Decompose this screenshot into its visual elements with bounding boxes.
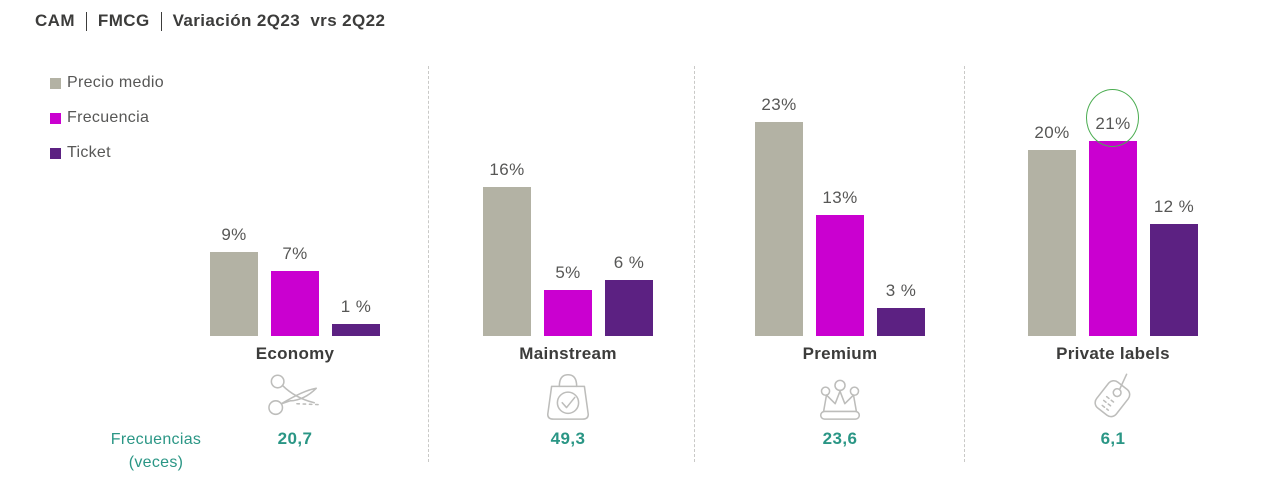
group-separator (964, 66, 965, 462)
category-label: Private labels (1056, 344, 1170, 363)
bar-frecuencia (544, 289, 592, 336)
bar-group-premium: 23% 13% 3 % Premium 23,6 (755, 68, 925, 480)
title-part-period: Variación 2Q23 vrs 2Q22 (172, 11, 386, 30)
frequency-row-label: Frecuencias (veces) (106, 428, 206, 474)
frequency-value: 49,3 (550, 429, 586, 448)
bar-frecuencia (271, 270, 319, 336)
legend-item-ticket: Ticket (50, 144, 164, 161)
bars-mainstream: 16% 5% 6 % (483, 68, 653, 336)
frequency-value: 6,1 (1100, 429, 1126, 448)
bar-value-label: 12 % (1153, 197, 1195, 217)
bar-value-label: 7% (282, 243, 308, 263)
bar-precio-medio (210, 252, 258, 336)
bar-precio-medio (483, 187, 531, 336)
bar-precio-medio (755, 122, 803, 336)
legend-swatch-precio-medio (50, 77, 61, 89)
bar-value-label: 9% (221, 225, 247, 245)
bar-ticket (332, 324, 380, 336)
bars-economy: 9% 7% 1 % (210, 68, 380, 336)
price-tag-icon (1028, 368, 1198, 424)
frequency-value: 20,7 (277, 429, 313, 448)
group-separator (428, 66, 429, 462)
category-label: Economy (255, 344, 335, 363)
bar-group-private-labels: 20% 21% 12 % Private labels 6,1 (1028, 68, 1198, 480)
bars-premium: 23% 13% 3 % (755, 68, 925, 336)
bar-value-label: 13% (822, 188, 858, 208)
chart-legend: Precio medio Frecuencia Ticket (50, 74, 164, 181)
legend-swatch-frecuencia (50, 112, 61, 124)
legend-swatch-ticket (50, 147, 61, 159)
title-divider (85, 11, 87, 31)
legend-item-precio-medio: Precio medio (50, 74, 164, 91)
bar-value-label: 5% (555, 262, 581, 282)
frequency-row-label-line2: (veces) (128, 454, 184, 471)
shopping-bag-check-icon (483, 368, 653, 424)
bar-frecuencia (816, 215, 864, 336)
bar-value-label: 3 % (885, 281, 917, 301)
bar-value-label: 6 % (613, 253, 645, 273)
page-title: CAM FMCG Variación 2Q23 vrs 2Q22 (35, 11, 385, 31)
bar-group-mainstream: 16% 5% 6 % Mainstream 49,3 (483, 68, 653, 480)
bar-group-economy: 9% 7% 1 % Economy 20,7 (210, 68, 380, 480)
bar-value-label: 20% (1034, 123, 1070, 142)
group-separator (694, 66, 695, 462)
crown-icon (755, 368, 925, 424)
bar-value-label: 23% (761, 95, 797, 115)
highlight-circle-annotation (1086, 89, 1139, 147)
scissors-icon (210, 368, 380, 424)
bar-value-label: 16% (489, 160, 525, 180)
frequency-row-label-line1: Frecuencias (110, 431, 202, 448)
bars-private-labels: 20% 21% 12 % (1028, 68, 1198, 336)
legend-label: Frecuencia (67, 109, 150, 126)
category-label: Premium (802, 344, 878, 363)
legend-item-frecuencia: Frecuencia (50, 109, 164, 126)
title-divider (160, 11, 162, 31)
bar-ticket (605, 280, 653, 336)
bar-ticket (1150, 224, 1198, 336)
category-label: Mainstream (519, 344, 617, 363)
bar-ticket (877, 308, 925, 336)
legend-label: Precio medio (67, 74, 164, 91)
title-part-category: FMCG (97, 11, 150, 30)
frequency-value: 23,6 (822, 429, 858, 448)
bar-frecuencia (1089, 140, 1137, 336)
title-part-market: CAM (35, 11, 75, 30)
legend-label: Ticket (67, 144, 111, 161)
bar-value-label: 1 % (340, 297, 372, 316)
bar-precio-medio (1028, 150, 1076, 336)
